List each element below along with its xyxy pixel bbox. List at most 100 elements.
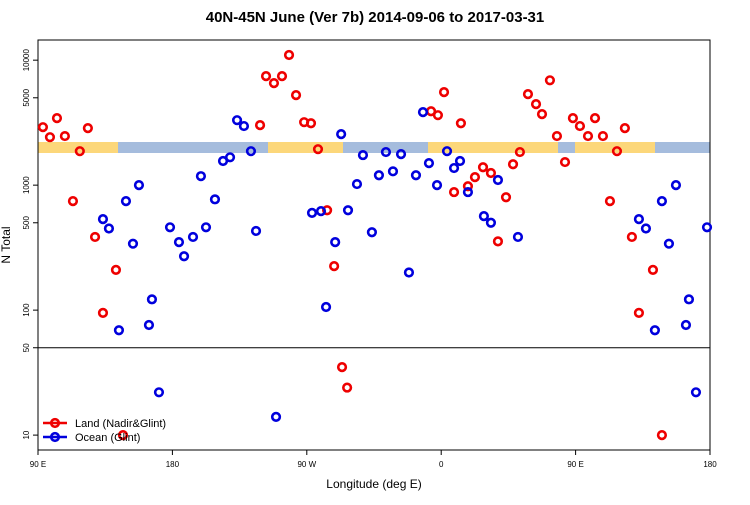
point	[647, 264, 659, 275]
point	[589, 112, 601, 124]
point	[342, 205, 354, 216]
x-tick-label: 90 W	[297, 460, 316, 469]
point	[417, 107, 429, 118]
point	[342, 382, 353, 393]
y-axis-label: N Total	[0, 226, 13, 263]
point	[329, 261, 340, 272]
point	[82, 123, 93, 134]
point	[276, 71, 288, 82]
point	[431, 180, 443, 191]
point	[477, 162, 489, 173]
x-tick-label: 180	[166, 460, 180, 469]
legend-marker	[49, 417, 61, 429]
point	[270, 411, 282, 422]
point	[551, 130, 563, 142]
legend-label: Land (Nadir&Glint)	[75, 418, 166, 430]
point	[51, 112, 63, 124]
point	[59, 130, 70, 142]
point	[403, 267, 415, 278]
point	[410, 170, 422, 181]
point	[315, 205, 327, 217]
map-strip	[38, 142, 710, 153]
y-tick-label: 1000	[22, 176, 31, 194]
point	[656, 430, 668, 441]
point	[195, 171, 207, 182]
point	[117, 430, 129, 441]
y-tick-label: 100	[22, 303, 31, 317]
point	[250, 225, 262, 237]
point	[336, 362, 348, 373]
point	[320, 301, 332, 313]
x-tick-label: 90 E	[567, 460, 583, 469]
point	[209, 194, 221, 205]
point	[619, 123, 630, 134]
point	[245, 146, 257, 157]
point	[254, 120, 266, 131]
point	[322, 205, 333, 216]
point	[559, 156, 571, 168]
point	[395, 149, 407, 160]
point	[44, 132, 56, 143]
point	[649, 325, 660, 336]
point	[224, 152, 236, 163]
point	[530, 99, 542, 110]
point	[312, 144, 324, 155]
point	[454, 155, 466, 167]
x-tick-label: 90 E	[30, 460, 46, 469]
point	[127, 238, 139, 249]
point	[387, 166, 399, 177]
point	[74, 146, 85, 157]
point	[187, 231, 199, 243]
point	[462, 181, 474, 192]
point	[283, 49, 295, 61]
point	[290, 90, 302, 101]
point	[500, 192, 512, 203]
point	[492, 174, 504, 186]
point	[373, 170, 385, 181]
point	[574, 120, 586, 132]
point	[120, 196, 132, 207]
point	[200, 222, 212, 233]
point	[336, 129, 347, 140]
point	[231, 115, 243, 126]
y-tick-label: 10000	[22, 48, 31, 71]
point	[67, 196, 79, 207]
legend-marker	[49, 431, 61, 443]
y-tick-label: 50	[22, 343, 31, 352]
point	[670, 180, 682, 191]
point	[680, 319, 692, 331]
point	[37, 122, 49, 133]
point	[305, 118, 317, 129]
legend-label: Ocean (Glint)	[75, 432, 140, 444]
point	[173, 237, 185, 248]
point	[597, 130, 609, 142]
point	[469, 171, 481, 183]
point	[536, 109, 548, 120]
point	[485, 167, 497, 179]
point	[611, 146, 623, 157]
point	[153, 387, 165, 398]
point	[178, 251, 190, 262]
point	[478, 211, 490, 222]
x-axis-label: Longitude (deg E)	[326, 477, 421, 491]
point	[380, 146, 392, 158]
y-tick-label: 5000	[22, 88, 31, 106]
point	[423, 158, 435, 169]
point	[544, 75, 556, 86]
plot-frame	[37, 39, 711, 451]
point	[441, 146, 453, 157]
point	[143, 319, 155, 331]
land-strip	[428, 142, 558, 153]
point	[89, 231, 101, 243]
point	[522, 89, 534, 100]
point	[514, 146, 525, 158]
point	[656, 196, 668, 207]
point	[462, 186, 474, 198]
point	[448, 186, 460, 198]
point	[113, 325, 125, 336]
point	[567, 112, 579, 124]
point	[485, 217, 497, 228]
y-tick-label: 500	[22, 216, 31, 230]
point	[366, 227, 378, 238]
